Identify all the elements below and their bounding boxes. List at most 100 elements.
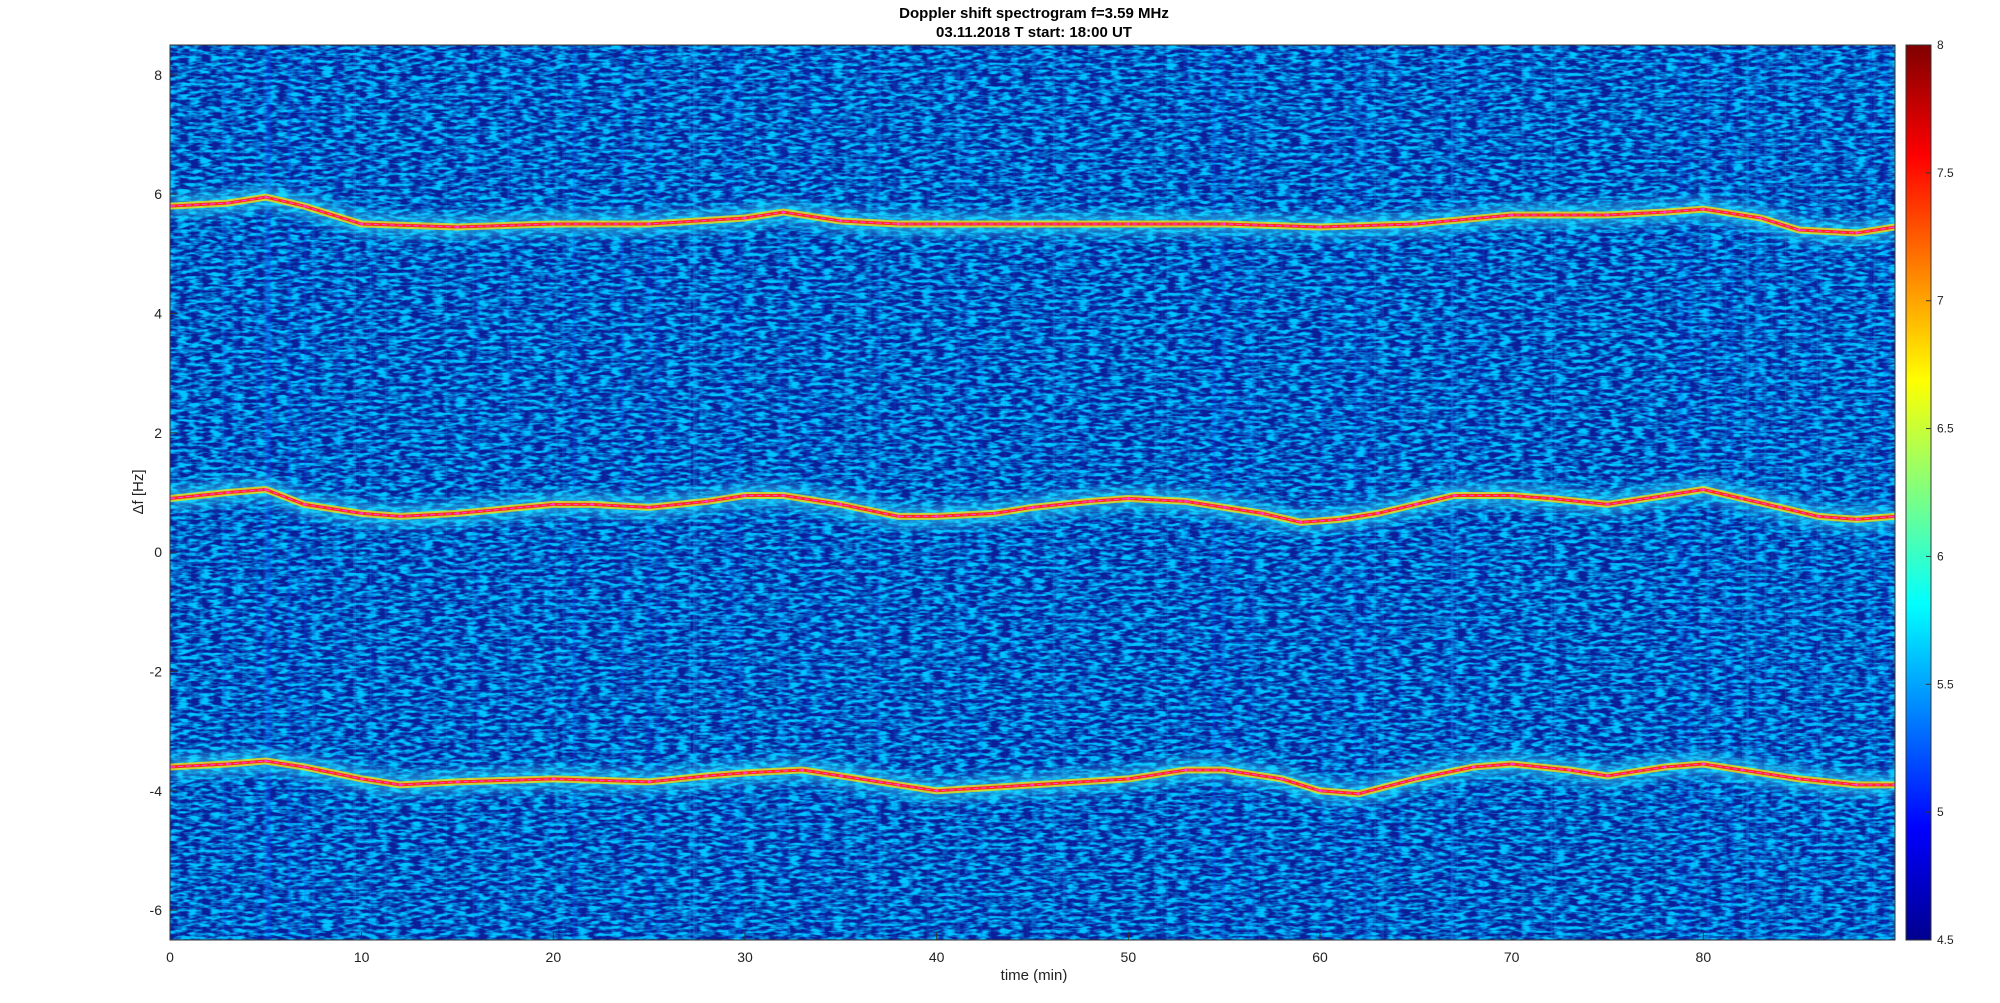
trace-point (839, 774, 843, 778)
noise-band (858, 45, 862, 940)
trace-point (398, 783, 402, 787)
trace-point (264, 195, 268, 199)
noise-band (1811, 45, 1815, 940)
noise-band (428, 45, 431, 940)
chart-title: Doppler shift spectrogram f=3.59 MHz (899, 5, 1169, 22)
noise-band (372, 45, 374, 940)
noise-band (1057, 45, 1060, 940)
noise-band (595, 45, 598, 940)
noise-band (567, 45, 569, 940)
trace-point (1663, 765, 1667, 769)
noise-band (1770, 45, 1774, 940)
colorbar-ticks: 4.5 5 5.5 6 6.5 7 7.5 8 (1926, 38, 1954, 947)
trace-point (1318, 789, 1322, 793)
noise-band (844, 45, 848, 940)
noise-band (339, 45, 342, 940)
noise-band (1221, 45, 1225, 940)
noise-band (1869, 45, 1873, 940)
noise-band (926, 45, 930, 940)
noise-band (1064, 45, 1067, 940)
noise-band (1212, 45, 1216, 940)
x-tick-label: 20 (546, 949, 562, 965)
trace-point (935, 789, 939, 793)
noise-band (945, 45, 948, 940)
trace-point (896, 514, 900, 518)
x-tick-label: 50 (1121, 949, 1137, 965)
trace-point (896, 783, 900, 787)
colorbar-tick-label: 7 (1937, 294, 1944, 308)
noise-band (1038, 45, 1042, 940)
noise-band (1864, 45, 1869, 940)
trace-point (590, 502, 594, 506)
trace-fit-2 (170, 488, 1895, 523)
noise-band (562, 45, 565, 940)
noise-band (1373, 45, 1377, 940)
noise-band (1853, 45, 1857, 940)
noise-band (1247, 45, 1250, 940)
noise-band (849, 45, 852, 940)
noise-band (658, 45, 661, 940)
x-axis-label: time (min) (1001, 967, 1068, 984)
noise-band (473, 45, 476, 940)
trace-point (1414, 502, 1418, 506)
colorbar-tick-label: 6 (1937, 549, 1944, 563)
noise-band (521, 45, 525, 940)
noise-band (1012, 45, 1016, 940)
trace-point (551, 502, 555, 506)
trace-point (226, 201, 229, 205)
noise-band (1873, 45, 1877, 940)
colorbar (1905, 44, 1932, 941)
noise-band (572, 45, 576, 940)
noise-band (337, 45, 339, 940)
noise-band (1033, 45, 1037, 940)
trace-point (1031, 783, 1034, 787)
trace-point (1126, 222, 1130, 226)
trace-point (226, 491, 229, 494)
noise-band (1051, 45, 1055, 940)
trace-point (705, 774, 709, 778)
noise-band (877, 45, 880, 940)
trace-point (551, 222, 555, 226)
noise-band (946, 45, 950, 940)
noise-band (1795, 45, 1798, 940)
y-tick-label: -2 (150, 664, 163, 680)
x-tick-label: 40 (929, 949, 945, 965)
trace-point (1280, 777, 1284, 781)
trace-point (264, 759, 268, 763)
noise-band (579, 45, 582, 940)
noise-band (1026, 45, 1028, 940)
noise-band (966, 45, 969, 940)
noise-band (528, 45, 532, 940)
trace-point (360, 222, 364, 226)
noise-band (512, 45, 514, 940)
trace-point (1337, 517, 1341, 521)
trace-point (360, 777, 364, 781)
noise-band (1212, 45, 1216, 940)
trace-point (896, 222, 900, 226)
noise-band (1381, 45, 1385, 940)
trace-point (743, 494, 747, 497)
trace-point (1184, 768, 1188, 772)
noise-band (1258, 45, 1261, 940)
noise-band (1867, 45, 1870, 940)
noise-band (1784, 45, 1787, 940)
noise-band (1273, 45, 1276, 940)
noise-band (648, 45, 652, 940)
plot-area (170, 45, 1895, 940)
colorbar-tick-label: 6.5 (1937, 422, 1954, 436)
noise-band (979, 45, 983, 940)
noise-band (507, 45, 510, 940)
noise-band (645, 45, 649, 940)
trace-point (935, 514, 939, 518)
trace-point (1701, 488, 1705, 491)
noise-band (604, 45, 607, 940)
noise-band (1331, 45, 1333, 940)
noise-band (1062, 45, 1066, 940)
noise-band (1334, 45, 1337, 940)
noise-band (1234, 45, 1239, 940)
noise-band (1288, 45, 1290, 940)
trace-point (398, 514, 402, 518)
trace-point (264, 488, 268, 491)
x-tick-label: 80 (1696, 949, 1712, 965)
noise-band (304, 45, 308, 940)
